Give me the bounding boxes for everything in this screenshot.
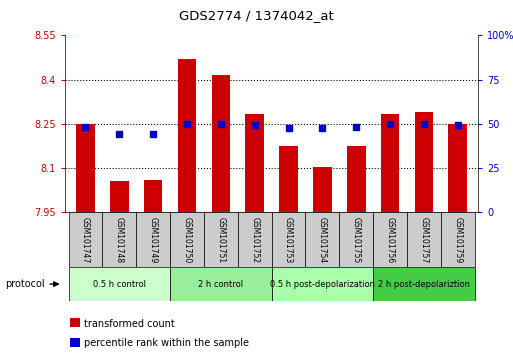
Bar: [110, 182, 129, 212]
Bar: [144, 180, 163, 212]
Bar: [211, 75, 230, 212]
Bar: [69, 212, 103, 267]
Text: 2 h post-depolariztion: 2 h post-depolariztion: [378, 280, 470, 289]
Point: [453, 122, 462, 128]
Text: GSM101756: GSM101756: [386, 217, 394, 263]
Bar: [170, 267, 272, 301]
Bar: [441, 212, 475, 267]
Point: [217, 121, 225, 127]
Text: transformed count: transformed count: [84, 319, 174, 329]
Text: GSM101753: GSM101753: [284, 217, 293, 263]
Bar: [279, 146, 298, 212]
Text: GSM101747: GSM101747: [81, 217, 90, 263]
Bar: [103, 212, 136, 267]
Point: [82, 124, 90, 130]
Bar: [407, 212, 441, 267]
Text: GSM101752: GSM101752: [250, 217, 259, 263]
Text: GSM101750: GSM101750: [183, 217, 191, 263]
Bar: [245, 114, 264, 212]
Bar: [448, 124, 467, 212]
Bar: [339, 212, 373, 267]
Bar: [170, 212, 204, 267]
Bar: [76, 124, 95, 212]
Point: [352, 124, 360, 130]
Text: GSM101748: GSM101748: [115, 217, 124, 263]
Text: percentile rank within the sample: percentile rank within the sample: [84, 338, 249, 348]
Text: GSM101754: GSM101754: [318, 217, 327, 263]
Text: GSM101755: GSM101755: [352, 217, 361, 263]
Bar: [347, 146, 366, 212]
Bar: [373, 212, 407, 267]
Bar: [136, 212, 170, 267]
Text: 0.5 h post-depolarization: 0.5 h post-depolarization: [270, 280, 375, 289]
Bar: [305, 212, 339, 267]
Bar: [272, 267, 373, 301]
Point: [183, 121, 191, 127]
Bar: [204, 212, 238, 267]
Bar: [272, 212, 305, 267]
Bar: [415, 112, 433, 212]
Bar: [381, 114, 400, 212]
Text: GSM101751: GSM101751: [216, 217, 225, 263]
Point: [284, 126, 292, 131]
Bar: [69, 267, 170, 301]
Bar: [177, 59, 196, 212]
Text: GSM101757: GSM101757: [420, 217, 428, 263]
Point: [115, 131, 124, 137]
Bar: [373, 267, 475, 301]
Text: GSM101759: GSM101759: [453, 217, 462, 263]
Point: [318, 126, 326, 131]
Text: protocol: protocol: [5, 279, 45, 289]
Text: GDS2774 / 1374042_at: GDS2774 / 1374042_at: [179, 9, 334, 22]
Bar: [238, 212, 271, 267]
Point: [149, 131, 157, 137]
Point: [420, 121, 428, 127]
Text: 2 h control: 2 h control: [199, 280, 244, 289]
Bar: [313, 167, 332, 212]
Text: GSM101749: GSM101749: [149, 217, 157, 263]
Text: 0.5 h control: 0.5 h control: [93, 280, 146, 289]
Point: [251, 122, 259, 128]
Point: [386, 121, 394, 127]
